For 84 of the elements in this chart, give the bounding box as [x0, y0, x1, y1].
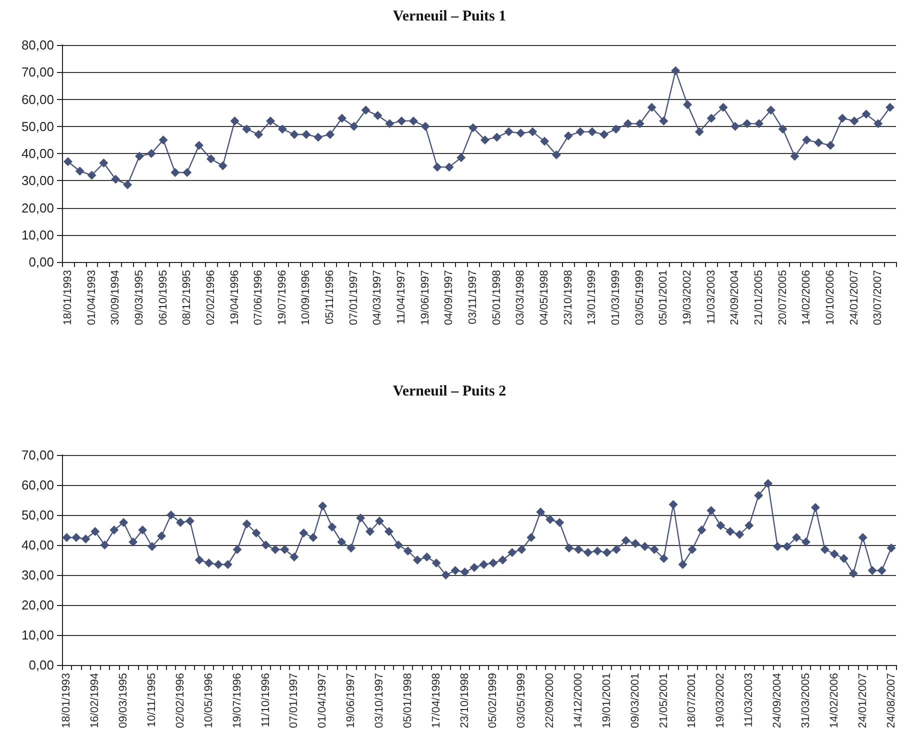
x-tick-label: 10/09/1996 [300, 270, 312, 326]
y-tick-label: 10,00 [21, 227, 54, 242]
x-tick-label: 14/02/2006 [828, 673, 840, 728]
y-tick-label: 0,00 [28, 254, 54, 270]
x-tick-label: 21/05/2001 [658, 673, 670, 728]
y-tick-label: 70,00 [21, 64, 54, 80]
x-tick-label: 03/11/1997 [467, 270, 480, 324]
x-tick-label: 24/08/2007 [885, 673, 898, 728]
chart-title: Verneuil – Puits 2 [392, 384, 506, 400]
y-tick-label: 20,00 [21, 200, 54, 216]
y-tick-label: 30,00 [21, 173, 54, 188]
x-tick-label: 01/04/1993 [86, 270, 98, 326]
x-tick-label: 07/01/1997 [348, 270, 360, 326]
x-tick-label: 19/04/1996 [228, 270, 241, 326]
x-tick-label: 18/01/1993 [60, 673, 73, 728]
x-tick-label: 17/04/1998 [430, 673, 442, 728]
x-tick-label: 30/09/1994 [110, 270, 122, 326]
x-tick-label: 04/03/1997 [372, 270, 384, 326]
x-tick-label: 10/10/2006 [824, 270, 836, 326]
x-tick-label: 14/02/2006 [800, 270, 813, 326]
y-tick-label: 10,00 [21, 628, 54, 642]
x-tick-label: 03/05/1999 [516, 673, 528, 728]
y-tick-label: 50,00 [21, 508, 54, 522]
x-tick-label: 11/03/2003 [705, 270, 718, 324]
x-tick-label: 23/10/1998 [458, 673, 471, 728]
x-tick-label: 01/04/1997 [316, 673, 329, 728]
y-tick-label: 40,00 [21, 538, 54, 552]
x-tick-label: 11/04/1997 [396, 270, 408, 324]
x-tick-label: 08/12/1995 [181, 270, 194, 326]
x-tick-label: 05/01/2001 [658, 270, 670, 326]
y-tick-label: 0,00 [28, 658, 54, 672]
x-tick-label: 10/05/1996 [202, 673, 215, 728]
x-tick-label: 19/01/2001 [600, 673, 613, 728]
x-tick-label: 22/09/2000 [544, 673, 556, 728]
x-tick-label: 19/07/1996 [231, 673, 244, 728]
x-tick-label: 04/09/1997 [443, 270, 456, 326]
x-tick-label: 09/03/1995 [118, 673, 130, 728]
x-tick-label: 03/03/1998 [514, 270, 527, 326]
y-tick-label: 80,00 [21, 38, 54, 52]
x-tick-label: 13/01/1999 [586, 270, 598, 326]
x-tick-label: 24/01/2007 [856, 673, 869, 728]
y-tick-label: 70,00 [21, 448, 54, 462]
x-tick-label: 14/12/2000 [572, 673, 585, 728]
x-tick-label: 07/06/1996 [252, 270, 265, 326]
x-tick-label: 09/03/1995 [133, 270, 146, 326]
x-tick-label: 23/10/1998 [562, 270, 574, 326]
x-tick-label: 04/05/1998 [538, 270, 551, 326]
x-tick-label: 19/03/2002 [682, 270, 694, 326]
x-tick-label: 03/05/1999 [634, 270, 646, 326]
x-tick-label: 05/02/1999 [487, 673, 500, 728]
x-tick-label: 05/01/1998 [490, 270, 503, 326]
x-tick-label: 18/01/1993 [62, 270, 74, 326]
x-tick-label: 02/02/1996 [204, 270, 217, 326]
x-tick-label: 19/03/2002 [714, 673, 727, 728]
x-tick-label: 05/11/1996 [324, 270, 336, 324]
x-tick-label: 19/06/1997 [419, 270, 432, 326]
x-tick-label: 19/06/1997 [345, 673, 358, 728]
x-tick-label: 03/07/2007 [872, 270, 884, 326]
x-tick-label: 31/03/2005 [800, 673, 812, 728]
y-tick-label: 60,00 [21, 478, 54, 492]
x-tick-label: 10/11/1995 [146, 673, 158, 728]
y-tick-label: 60,00 [21, 92, 54, 107]
y-tick-label: 30,00 [21, 568, 54, 582]
x-tick-label: 02/02/1996 [174, 673, 186, 728]
chart-title: Verneuil – Puits 1 [392, 8, 506, 24]
y-tick-label: 40,00 [21, 146, 54, 161]
y-tick-label: 50,00 [21, 118, 54, 134]
x-tick-label: 24/09/2004 [772, 673, 784, 728]
x-tick-label: 07/01/1997 [288, 673, 300, 728]
x-tick-label: 09/03/2001 [629, 673, 642, 728]
x-tick-label: 19/07/1996 [276, 270, 288, 326]
x-tick-label: 20/07/2005 [776, 270, 789, 326]
x-tick-label: 11/03/2003 [743, 673, 756, 728]
x-tick-label: 16/02/1994 [89, 673, 102, 728]
x-tick-label: 06/10/1995 [157, 270, 170, 326]
x-tick-label: 24/09/2004 [729, 270, 742, 326]
x-tick-label: 24/01/2007 [848, 270, 860, 326]
x-tick-label: 11/10/1996 [260, 673, 272, 728]
y-tick-label: 20,00 [21, 598, 54, 612]
x-tick-label: 01/03/1999 [610, 270, 622, 326]
x-tick-label: 03/10/1997 [373, 673, 386, 728]
x-tick-label: 18/07/2001 [686, 673, 698, 728]
x-tick-label: 21/01/2005 [752, 270, 765, 326]
x-tick-label: 05/01/1998 [402, 673, 414, 728]
